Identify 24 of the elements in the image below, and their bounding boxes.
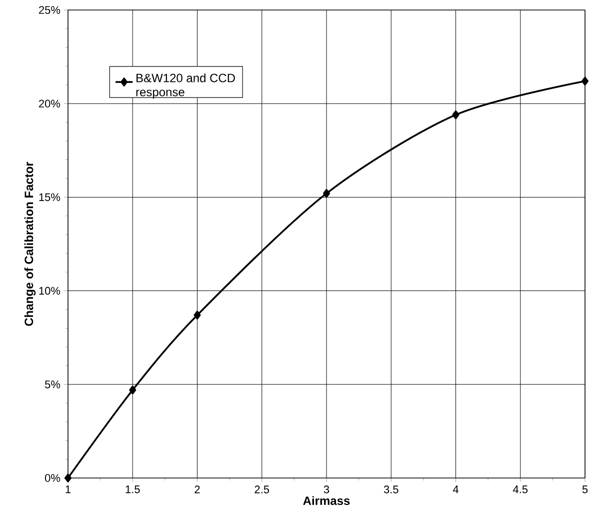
x-tick-label: 4.5 [512,486,528,494]
y-tick-label: 25% [39,6,60,14]
y-tick-label: 5% [45,380,60,388]
x-tick-label: 2 [194,486,200,494]
x-axis-title: Airmass [303,496,350,505]
x-tick-label: 4 [452,486,458,494]
x-tick-label: 2.5 [254,486,270,494]
y-tick-label: 15% [39,193,60,202]
y-tick-label: 20% [39,100,60,108]
point [581,76,589,86]
x-tick-label: 3.5 [384,486,398,494]
point [322,189,330,198]
x-tick-label: 1 [66,486,71,494]
point [194,310,201,320]
legend-label: B&W120 and CCD response [136,73,235,99]
y-tick-label: 10% [39,286,60,295]
point [452,110,460,120]
point [64,474,72,482]
x-tick-label: 5 [582,486,588,494]
y-tick-label: 0% [44,474,60,482]
point [129,386,136,394]
x-tick-label: 1.5 [126,486,140,494]
x-tick-label: 3 [324,486,330,494]
y-axis-title: Change of Calibration Factor [24,162,36,326]
